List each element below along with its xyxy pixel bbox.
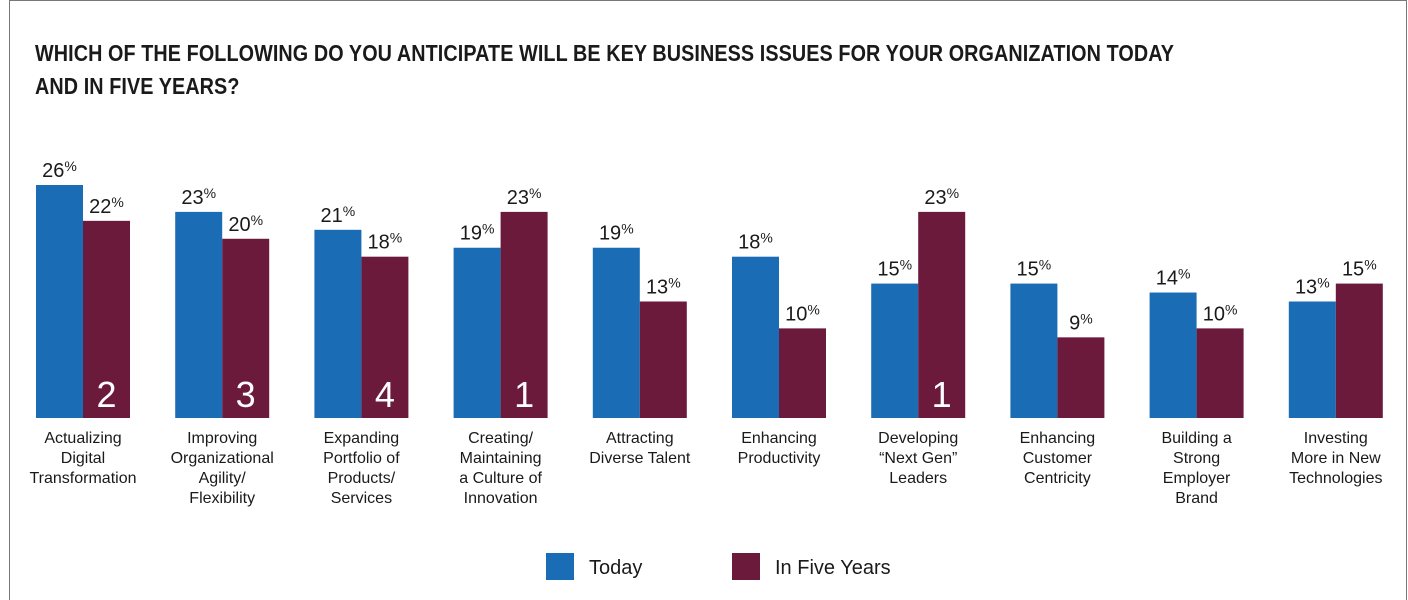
value-label: 23%: [507, 185, 542, 209]
value-label: 21%: [321, 203, 356, 227]
value-label: 13%: [1295, 275, 1330, 299]
value-label: 15%: [1017, 257, 1052, 281]
value-label: 15%: [877, 257, 912, 281]
value-label: 20%: [228, 212, 263, 236]
bar-in-five-years: [361, 256, 409, 418]
value-label: 22%: [89, 194, 124, 218]
chart-frame: [9, 0, 1407, 600]
category-label: Building a Strong Employer Brand: [1161, 430, 1231, 507]
legend-item-today: Today: [589, 557, 642, 579]
legend-swatch: [546, 553, 574, 580]
category-group: 21% 18% 4 Expanding Portfolio of Products/Ser…: [314, 203, 409, 507]
value-label: 18%: [368, 230, 403, 254]
bar-today: [314, 229, 362, 418]
bar-today: [592, 247, 640, 418]
rank-label: 2: [96, 374, 116, 415]
bar-in-five-years: [83, 220, 130, 418]
value-label: 15%: [1342, 257, 1377, 281]
rank-label: 4: [375, 374, 395, 415]
value-label: 10%: [785, 301, 820, 325]
bar-today: [1149, 292, 1197, 418]
bar-in-five-years: [779, 328, 826, 418]
bar-today: [36, 185, 83, 418]
bar-today: [453, 247, 501, 418]
category-label: Actualizing Digital Transformation: [30, 430, 137, 487]
category-group: 19% 23% 1 Creating/Maintaining a Culture of I…: [453, 185, 548, 507]
value-label: 19%: [599, 221, 634, 245]
category-group: 18% 10% Enhancing Productivity: [732, 230, 826, 467]
category-group: 23% 20% 3 Improving Organizational Agility/Fl…: [171, 185, 274, 507]
category-group: 26% 22% 2 Actualizing Digital Transformation: [30, 158, 137, 487]
bar-in-five-years: [1057, 337, 1105, 418]
bar-in-five-years: [918, 211, 966, 418]
category-label: Creating/Maintaining a Culture of Innovati…: [459, 430, 542, 507]
category-label: Attracting Diverse Talent: [589, 430, 691, 467]
bar-in-five-years: [1196, 328, 1244, 418]
rank-label: 1: [514, 374, 534, 415]
category-label: Investing More in New Technologies: [1289, 430, 1382, 487]
bar-today: [871, 283, 919, 418]
bar-in-five-years: [1335, 283, 1383, 418]
legend: Today In Five Years: [546, 553, 891, 580]
bar-today: [1288, 301, 1336, 418]
category-label: Improving Organizational Agility/Flexibili…: [171, 430, 274, 507]
category-group: 15% 23% 1 Developing “Next Gen” Leaders: [871, 185, 966, 487]
value-label: 26%: [42, 158, 77, 182]
value-label: 18%: [738, 230, 773, 254]
chart-title: WHICH OF THE FOLLOWING DO YOU ANTICIPATE…: [35, 40, 1174, 99]
legend-item-in-five-years: In Five Years: [775, 557, 891, 579]
value-label: 13%: [646, 275, 681, 299]
value-label: 9%: [1069, 310, 1093, 334]
value-label: 23%: [181, 185, 216, 209]
bar-today: [732, 256, 779, 418]
legend-swatch: [732, 553, 760, 580]
category-label: Developing “Next Gen” Leaders: [878, 430, 958, 487]
rank-label: 1: [932, 374, 952, 415]
category-group: 19% 13% Attracting Diverse Talent: [589, 221, 691, 467]
category-group: 13% 15% Investing More in New Technologies: [1288, 257, 1383, 487]
bar-today: [175, 211, 223, 418]
category-label: Enhancing Customer Centricity: [1020, 430, 1096, 487]
category-label: Enhancing Productivity: [738, 430, 821, 467]
bar-in-five-years: [639, 301, 687, 418]
category-group: 14% 10% Building a Strong Employer Brand: [1149, 266, 1244, 507]
category-group: 15% 9% Enhancing Customer Centricity: [1010, 257, 1105, 487]
value-label: 14%: [1156, 266, 1191, 290]
bar-today: [1010, 283, 1058, 418]
value-label: 10%: [1203, 301, 1238, 325]
category-label: Expanding Portfolio of Products/Services: [323, 430, 400, 507]
bar-in-five-years: [222, 238, 270, 418]
bar-in-five-years: [500, 211, 548, 418]
rank-label: 3: [236, 374, 256, 415]
value-label: 23%: [924, 185, 959, 209]
value-label: 19%: [460, 221, 495, 245]
